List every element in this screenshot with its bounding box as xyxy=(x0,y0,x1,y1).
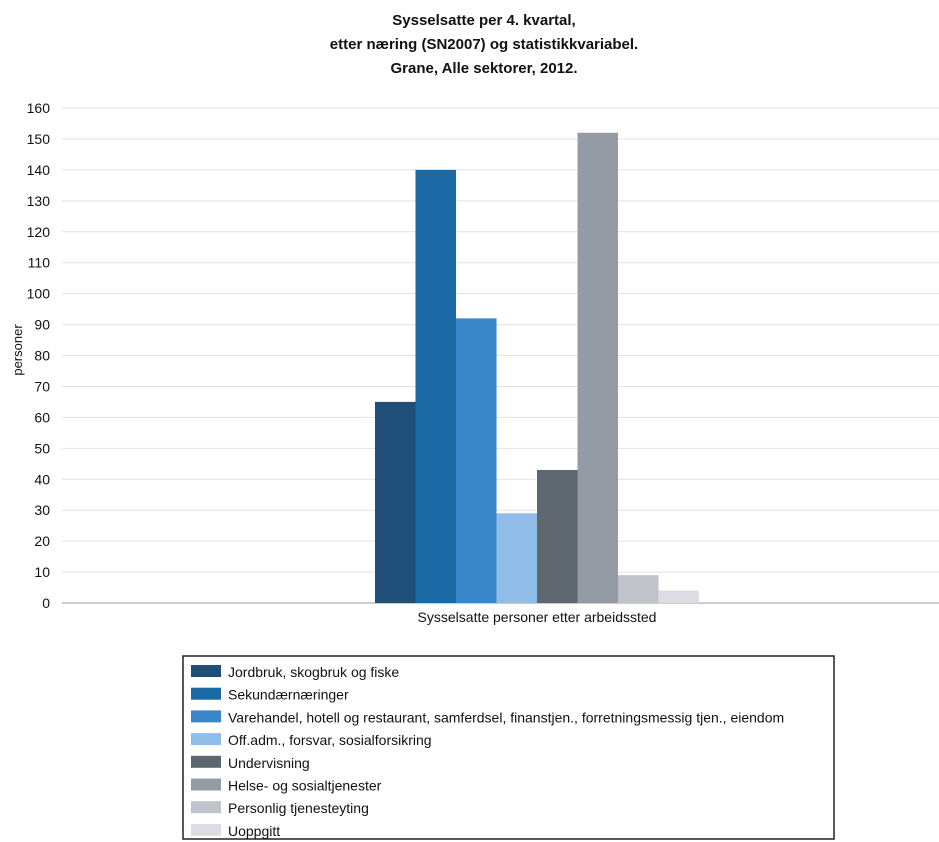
legend-label: Helse- og sosialtjenester xyxy=(228,778,382,794)
bar xyxy=(375,401,416,603)
y-tick-label: 50 xyxy=(34,440,50,456)
y-tick-label: 110 xyxy=(28,255,51,271)
y-tick-label: 30 xyxy=(34,502,50,518)
bar xyxy=(415,169,456,603)
legend-swatch xyxy=(191,778,221,791)
y-tick-label: 20 xyxy=(34,533,50,549)
legend-label: Uoppgitt xyxy=(228,823,280,839)
y-tick-label: 0 xyxy=(42,595,50,611)
legend-box xyxy=(182,655,835,840)
y-tick-label: 140 xyxy=(27,162,51,178)
chart-title: Sysselsatte per 4. kvartal, etter næring… xyxy=(330,12,638,77)
chart-title-line-3: Grane, Alle sektorer, 2012. xyxy=(390,60,577,77)
legend: Jordbruk, skogbruk og fiske Sekundærnærin… xyxy=(182,655,835,840)
y-tick-label: 10 xyxy=(34,564,50,580)
legend-label: Off.adm., forsvar, sosialforsikring xyxy=(228,732,432,748)
legend-label: Personlig tjenesteyting xyxy=(228,800,369,816)
bar xyxy=(658,590,699,603)
legend-label: Sekundærnæringer xyxy=(228,687,349,703)
bar xyxy=(537,469,578,603)
bar xyxy=(496,513,537,603)
y-tick-label: 150 xyxy=(27,131,51,147)
y-tick-label: 80 xyxy=(34,348,50,364)
legend-swatch xyxy=(191,755,221,768)
y-tick-label: 60 xyxy=(34,409,50,425)
legend-label: Undervisning xyxy=(228,755,310,771)
y-tick-label: 70 xyxy=(34,378,50,394)
y-tick-label: 40 xyxy=(34,471,50,487)
legend-swatch xyxy=(191,823,221,836)
y-tick-label: 90 xyxy=(34,317,50,333)
legend-swatch xyxy=(191,801,221,814)
y-tick-label: 160 xyxy=(27,100,51,116)
y-tick-label: 120 xyxy=(27,224,51,240)
x-category-label: Sysselsatte personer etter arbeidssted xyxy=(418,609,657,625)
bar xyxy=(456,318,497,603)
bar xyxy=(577,132,618,603)
legend-swatch xyxy=(191,665,221,677)
gridlines xyxy=(62,107,939,604)
y-axis-title: personer xyxy=(10,324,25,376)
y-tick-label: 100 xyxy=(27,286,51,302)
legend-label: Varehandel, hotell og restaurant, samfer… xyxy=(228,709,784,725)
y-tick-label: 130 xyxy=(27,193,51,209)
chart-title-line-2: etter næring (SN2007) og statistikkvaria… xyxy=(330,36,638,53)
chart-title-line-1: Sysselsatte per 4. kvartal, xyxy=(392,12,575,29)
legend-label: Jordbruk, skogbruk og fiske xyxy=(228,664,399,680)
legend-swatch xyxy=(191,687,221,700)
bar xyxy=(618,575,659,603)
legend-swatch xyxy=(191,733,221,746)
legend-swatch xyxy=(191,710,221,723)
y-axis-ticks: 0 10 20 30 40 50 60 70 80 90 100 110 120 130 140 150 160 xyxy=(27,100,51,611)
bars xyxy=(375,132,699,603)
